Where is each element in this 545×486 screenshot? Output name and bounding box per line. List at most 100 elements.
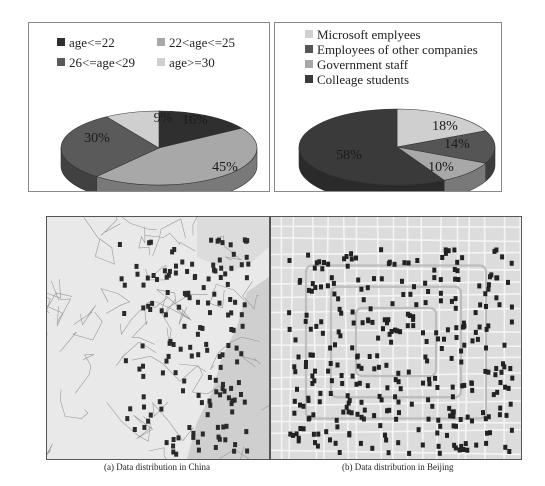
data-point-marker — [244, 254, 249, 260]
data-point-marker — [141, 282, 146, 288]
data-point-marker — [447, 405, 452, 411]
data-point-marker — [453, 445, 458, 451]
data-point-marker — [381, 326, 385, 332]
data-point-marker — [320, 330, 325, 336]
data-point-marker — [477, 324, 482, 330]
data-point-marker — [398, 329, 403, 335]
data-point-marker — [226, 395, 231, 401]
data-point-marker — [148, 307, 153, 312]
map-boundary — [152, 401, 194, 442]
data-point-marker — [450, 394, 455, 400]
occupation-legend-label: Colleage students — [317, 72, 410, 87]
data-point-marker — [425, 358, 430, 364]
data-point-marker — [382, 317, 387, 323]
data-point-marker — [318, 390, 323, 396]
map-boundary — [160, 295, 183, 345]
data-point-marker — [368, 306, 373, 312]
data-point-marker — [142, 424, 147, 430]
data-point-marker — [189, 353, 194, 359]
data-point-marker — [296, 435, 301, 441]
map-boundary — [131, 308, 155, 345]
data-point-marker — [359, 365, 364, 371]
occupation-legend-swatch — [305, 30, 313, 38]
data-point-marker — [389, 329, 394, 334]
map-boundary — [133, 415, 154, 439]
data-point-marker — [293, 337, 298, 343]
data-point-marker — [436, 443, 441, 449]
age-pie-panel: age<=22 22<age<=25 26<=age<29 age>=30 16% 45… — [28, 22, 270, 192]
data-point-marker — [195, 331, 200, 337]
road-line — [271, 428, 521, 435]
data-point-marker — [225, 281, 230, 287]
data-point-marker — [427, 376, 432, 382]
data-point-marker — [231, 327, 236, 333]
map-boundary — [47, 279, 61, 299]
data-point-marker — [376, 364, 381, 370]
data-point-marker — [334, 417, 339, 423]
data-point-marker — [326, 368, 331, 374]
data-point-marker — [187, 295, 192, 301]
data-point-marker — [311, 431, 316, 437]
data-point-marker — [460, 383, 465, 389]
data-point-marker — [325, 283, 330, 289]
data-point-marker — [229, 265, 234, 271]
data-point-marker — [338, 333, 343, 339]
map-boundary — [119, 296, 169, 336]
data-point-marker — [470, 418, 474, 424]
data-point-marker — [443, 250, 448, 256]
data-point-marker — [405, 323, 410, 329]
data-point-marker — [160, 370, 165, 376]
data-point-marker — [395, 328, 400, 334]
data-point-marker — [354, 381, 359, 387]
data-point-marker — [461, 447, 466, 452]
data-point-marker — [345, 393, 350, 399]
data-point-marker — [164, 358, 169, 364]
age-data-label: 9% — [154, 111, 173, 126]
data-point-marker — [426, 416, 431, 422]
map-boundary — [242, 281, 260, 310]
data-point-marker — [509, 319, 514, 325]
data-point-marker — [486, 282, 491, 288]
data-point-marker — [181, 388, 185, 394]
data-point-marker — [207, 375, 212, 380]
map-boundary — [138, 226, 150, 255]
data-point-marker — [438, 298, 443, 304]
data-point-marker — [171, 437, 176, 442]
data-point-marker — [208, 310, 212, 316]
data-point-marker — [359, 399, 364, 405]
data-point-marker — [486, 369, 491, 375]
data-point-marker — [224, 423, 229, 429]
data-point-marker — [229, 327, 234, 332]
data-point-marker — [385, 385, 390, 391]
data-point-marker — [304, 360, 308, 365]
data-point-marker — [372, 366, 377, 372]
data-point-marker — [242, 399, 247, 405]
data-point-marker — [365, 285, 370, 291]
north-region — [197, 217, 269, 272]
road-line — [271, 307, 521, 314]
data-point-marker — [486, 323, 491, 329]
data-point-marker — [191, 434, 196, 440]
data-point-marker — [452, 267, 457, 272]
data-point-marker — [455, 268, 460, 274]
data-point-marker — [488, 274, 492, 280]
data-point-marker — [337, 306, 342, 312]
data-point-marker — [355, 354, 360, 360]
data-point-marker — [383, 432, 387, 438]
data-point-marker — [493, 372, 498, 378]
map-boundary — [121, 217, 157, 230]
data-point-marker — [461, 320, 466, 326]
map-boundary — [74, 354, 95, 394]
data-point-marker — [459, 443, 464, 449]
data-point-marker — [314, 260, 319, 266]
data-point-marker — [132, 427, 137, 432]
data-point-marker — [212, 291, 217, 297]
map-boundary — [210, 336, 261, 370]
data-point-marker — [474, 442, 479, 448]
occupation-data-label: 14% — [444, 137, 470, 152]
data-point-marker — [199, 400, 204, 406]
age-slice — [158, 110, 243, 149]
data-point-marker — [344, 404, 349, 410]
data-point-marker — [508, 401, 513, 407]
data-point-marker — [306, 416, 311, 422]
